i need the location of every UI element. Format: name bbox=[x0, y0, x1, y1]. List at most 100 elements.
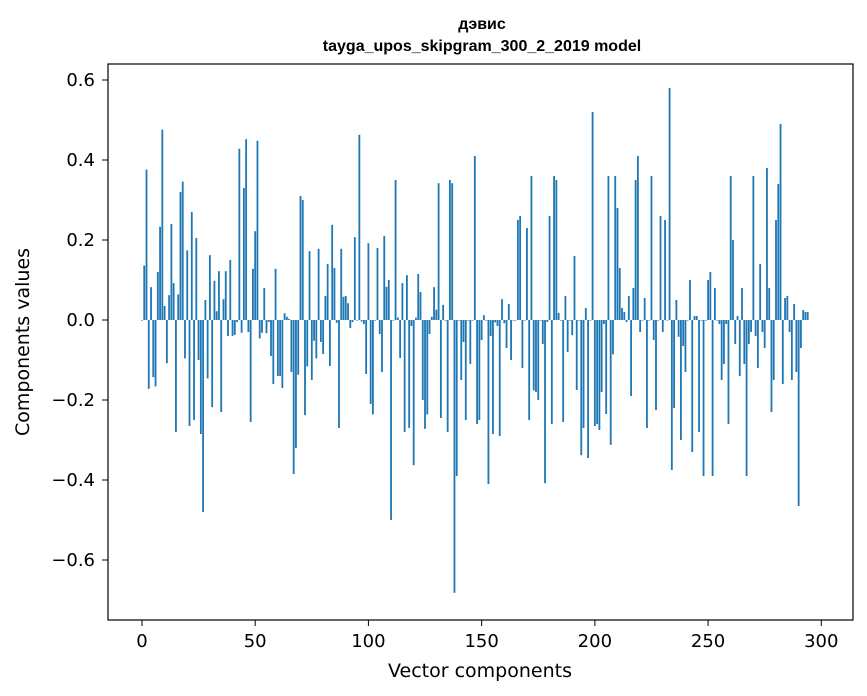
bar bbox=[460, 320, 463, 380]
bar bbox=[329, 320, 331, 366]
bar bbox=[360, 320, 363, 322]
bar bbox=[247, 320, 250, 332]
bar bbox=[516, 220, 519, 320]
bar bbox=[800, 320, 802, 348]
bar bbox=[535, 320, 537, 392]
bar bbox=[482, 315, 485, 320]
bar bbox=[788, 320, 791, 332]
bar bbox=[172, 283, 175, 320]
x-tick-label: 300 bbox=[804, 631, 838, 652]
y-tick-label: −0.6 bbox=[51, 550, 95, 571]
bar bbox=[213, 280, 216, 320]
bar bbox=[636, 156, 639, 320]
bar bbox=[795, 320, 798, 372]
bar bbox=[766, 168, 768, 320]
x-tick-label: 100 bbox=[351, 631, 385, 652]
bar bbox=[177, 294, 180, 320]
bar bbox=[569, 320, 571, 321]
bar bbox=[295, 320, 297, 448]
bar bbox=[258, 320, 261, 339]
bar bbox=[374, 320, 377, 321]
bar bbox=[335, 320, 338, 323]
bar bbox=[308, 251, 311, 320]
bar bbox=[310, 320, 313, 380]
bar bbox=[503, 320, 506, 324]
bar bbox=[485, 320, 488, 321]
bar bbox=[557, 312, 560, 320]
bar bbox=[727, 320, 730, 424]
bar bbox=[521, 320, 524, 368]
bar bbox=[188, 320, 191, 426]
bar bbox=[541, 320, 544, 344]
bar bbox=[315, 320, 318, 359]
bar bbox=[752, 176, 755, 320]
bar bbox=[648, 320, 651, 321]
bar bbox=[392, 320, 395, 321]
bar bbox=[199, 320, 202, 434]
bar bbox=[453, 320, 456, 593]
bar bbox=[646, 320, 648, 428]
bar bbox=[215, 311, 218, 320]
bar bbox=[193, 320, 195, 420]
bar bbox=[406, 275, 408, 320]
bar bbox=[331, 224, 334, 320]
bar bbox=[208, 255, 211, 320]
bar bbox=[181, 181, 184, 320]
bar bbox=[704, 320, 707, 321]
bar bbox=[231, 320, 234, 336]
bar bbox=[609, 320, 612, 445]
bar bbox=[546, 320, 549, 322]
bar bbox=[784, 298, 786, 320]
y-tick-label: 0.4 bbox=[66, 150, 95, 171]
bar bbox=[754, 320, 757, 336]
bar bbox=[573, 256, 576, 320]
bar bbox=[150, 287, 152, 320]
bar bbox=[430, 316, 433, 320]
bar bbox=[725, 320, 728, 324]
bar bbox=[598, 320, 601, 430]
bar bbox=[143, 265, 146, 320]
y-tick-label: −0.4 bbox=[51, 470, 95, 491]
bar bbox=[650, 176, 653, 320]
bar bbox=[501, 299, 503, 320]
bar bbox=[439, 320, 442, 418]
bar bbox=[396, 317, 399, 320]
bar bbox=[750, 320, 752, 332]
bar bbox=[222, 299, 225, 320]
bar bbox=[322, 320, 325, 354]
bar bbox=[734, 320, 737, 344]
bar bbox=[612, 320, 614, 355]
bar bbox=[292, 320, 295, 474]
bar bbox=[738, 320, 741, 376]
bar bbox=[288, 318, 291, 320]
bar bbox=[505, 320, 508, 348]
bar bbox=[446, 320, 449, 432]
bar bbox=[184, 320, 186, 359]
bar bbox=[668, 88, 671, 320]
bar bbox=[471, 320, 474, 321]
bar bbox=[265, 320, 268, 334]
bar bbox=[709, 272, 712, 320]
bar bbox=[677, 320, 680, 337]
bar bbox=[390, 320, 392, 520]
bar bbox=[356, 320, 358, 321]
bar bbox=[775, 220, 777, 320]
bar bbox=[197, 320, 200, 360]
bar bbox=[571, 320, 574, 336]
bar bbox=[156, 272, 159, 320]
bar bbox=[444, 320, 447, 321]
bar bbox=[661, 320, 664, 332]
bar bbox=[732, 240, 734, 320]
bar bbox=[428, 320, 431, 334]
bar bbox=[779, 124, 782, 320]
bar bbox=[772, 320, 775, 380]
bar bbox=[344, 296, 347, 320]
bar bbox=[673, 320, 676, 408]
bar bbox=[655, 320, 657, 410]
bar bbox=[317, 248, 320, 320]
bar bbox=[376, 248, 379, 320]
bar bbox=[270, 320, 272, 356]
bar bbox=[566, 320, 569, 352]
bar bbox=[584, 308, 587, 320]
